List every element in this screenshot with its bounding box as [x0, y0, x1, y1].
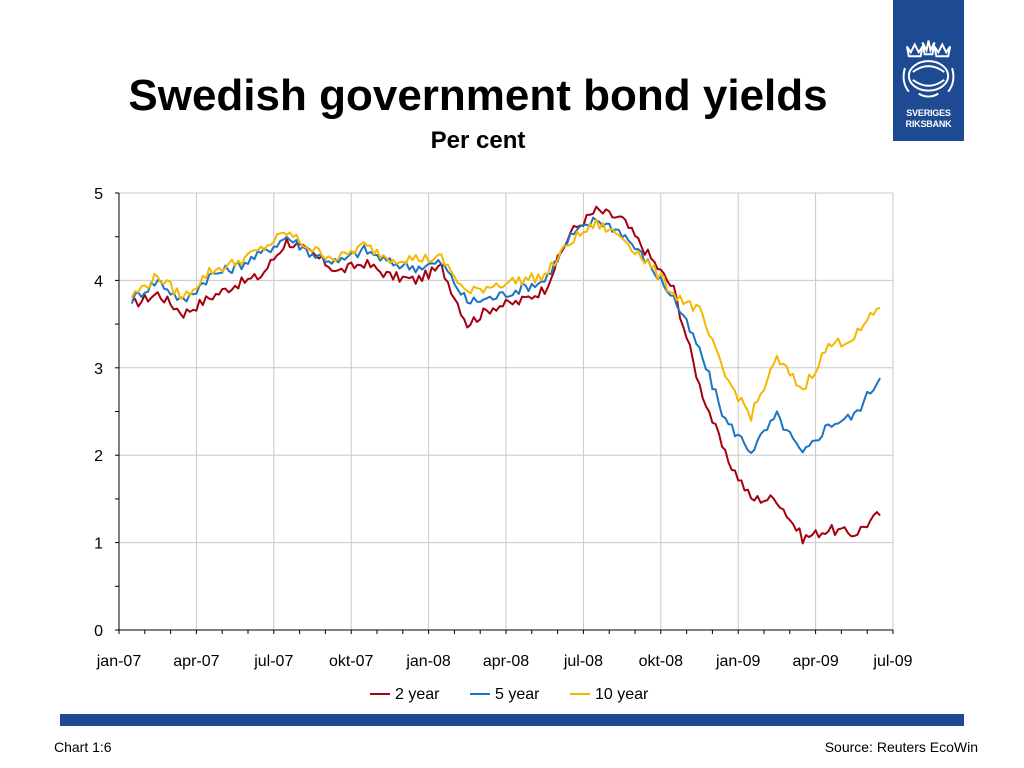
series-line-2-year	[131, 205, 881, 545]
x-tick-label: jul-07	[253, 653, 293, 670]
y-tick-label: 4	[94, 273, 103, 290]
y-axis-tick-labels: 0 1 2 3 4 5	[94, 186, 103, 640]
x-tick-label: jan-08	[405, 653, 451, 670]
footer-bar	[60, 714, 964, 726]
x-tick-label: okt-08	[639, 653, 684, 670]
x-tick-label: jan-09	[715, 653, 761, 670]
y-tick-label: 5	[94, 186, 103, 203]
riksbank-logo: SVERIGES RIKSBANK	[893, 0, 964, 141]
y-tick-label: 2	[94, 448, 103, 465]
x-tick-label: apr-07	[173, 653, 219, 670]
x-tick-label: apr-09	[792, 653, 838, 670]
chart-number: Chart 1:6	[54, 739, 112, 755]
x-tick-label: jan-07	[96, 653, 142, 670]
legend-label: 5 year	[495, 686, 540, 703]
legend-label: 10 year	[595, 686, 649, 703]
x-tick-label: apr-08	[483, 653, 529, 670]
source-note: Source: Reuters EcoWin	[824, 739, 978, 755]
legend-label: 2 year	[395, 686, 440, 703]
logo-line-2: RIKSBANK	[905, 119, 952, 129]
series-line-10-year	[131, 218, 881, 422]
y-tick-label: 1	[94, 536, 103, 553]
x-tick-label: jul-09	[872, 653, 912, 670]
axes	[115, 192, 894, 634]
crest-icon	[902, 40, 955, 98]
line-chart: 0 1 2 3 4 5 jan-07 apr-07 jul-07 okt-07 jan-08 apr…	[94, 186, 913, 703]
y-tick-label: 3	[94, 361, 103, 378]
x-tick-label: jul-08	[563, 653, 603, 670]
x-axis-tick-labels: jan-07 apr-07 jul-07 okt-07 jan-08 apr-08 jul-…	[96, 653, 913, 670]
series-line-5-year	[130, 216, 881, 454]
x-tick-label: okt-07	[329, 653, 374, 670]
chart-title: Swedish government bond yields	[128, 71, 828, 120]
chart-subtitle: Per cent	[430, 127, 526, 154]
y-tick-label: 0	[94, 623, 103, 640]
series-lines	[130, 205, 881, 545]
logo-line-1: SVERIGES	[906, 108, 951, 118]
legend: 2 year 5 year 10 year	[370, 686, 649, 703]
